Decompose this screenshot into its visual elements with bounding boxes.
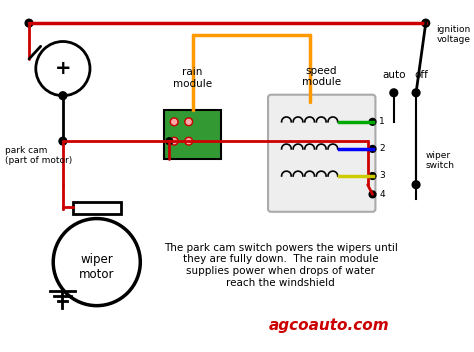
Text: 2: 2 <box>379 144 385 153</box>
Circle shape <box>186 119 191 124</box>
Circle shape <box>422 19 429 27</box>
Text: agcoauto.com: agcoauto.com <box>269 318 389 333</box>
Circle shape <box>369 172 376 180</box>
Circle shape <box>59 92 67 100</box>
Circle shape <box>170 118 178 126</box>
Text: wiper
motor: wiper motor <box>79 253 115 281</box>
Circle shape <box>369 118 376 125</box>
Circle shape <box>172 139 177 144</box>
Text: 4: 4 <box>379 190 385 199</box>
Text: auto: auto <box>382 70 406 80</box>
Text: 1: 1 <box>379 117 385 126</box>
Text: +: + <box>55 59 71 78</box>
Text: park cam
(part of motor): park cam (part of motor) <box>5 146 72 165</box>
Circle shape <box>166 138 173 145</box>
Bar <box>73 202 121 214</box>
Circle shape <box>59 137 67 145</box>
Text: off: off <box>414 70 428 80</box>
Circle shape <box>185 137 192 145</box>
Text: 3: 3 <box>379 171 385 181</box>
Circle shape <box>390 89 398 97</box>
Circle shape <box>172 119 177 124</box>
Circle shape <box>170 137 178 145</box>
Circle shape <box>186 139 191 144</box>
Text: ignition
voltage: ignition voltage <box>437 25 471 44</box>
FancyBboxPatch shape <box>268 95 375 212</box>
Text: speed
module: speed module <box>301 65 341 87</box>
Circle shape <box>412 181 420 189</box>
Circle shape <box>25 19 33 27</box>
Circle shape <box>369 145 376 152</box>
Circle shape <box>369 191 376 198</box>
Text: The park cam switch powers the wipers until
they are fully down.  The rain modul: The park cam switch powers the wipers un… <box>164 243 398 288</box>
Circle shape <box>185 118 192 126</box>
Circle shape <box>412 89 420 97</box>
Text: rain
module: rain module <box>173 68 212 89</box>
Bar <box>164 110 220 159</box>
Text: wiper
switch: wiper switch <box>426 151 455 170</box>
